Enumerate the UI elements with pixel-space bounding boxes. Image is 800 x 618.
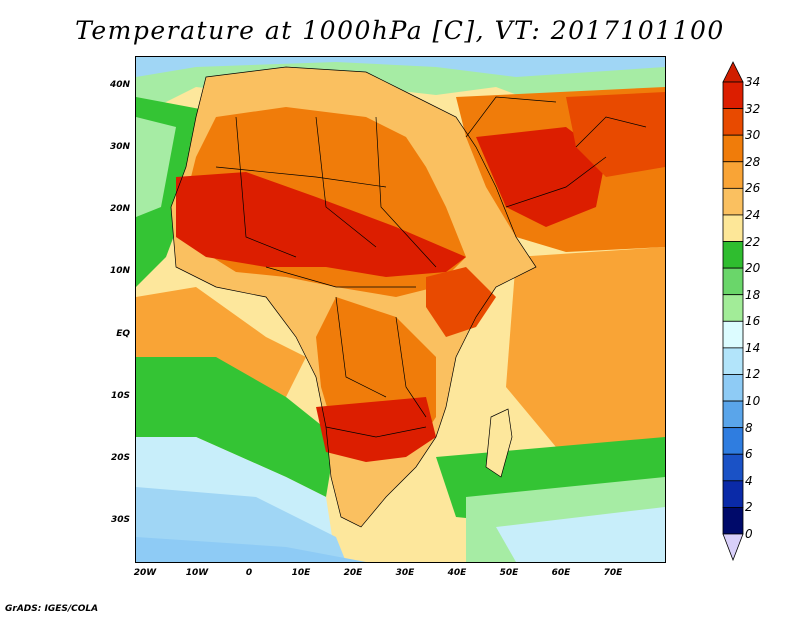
- lon-label-20e: 20E: [343, 568, 363, 578]
- colorbar-segment: [722, 214, 744, 242]
- temperature-map: [136, 57, 665, 562]
- colorbar-label: 0: [745, 527, 753, 541]
- map-title: Temperature at 1000hPa [C], VT: 20171011…: [75, 16, 725, 45]
- lon-label-10e: 10E: [291, 568, 311, 578]
- lat-label-30n: 30N: [109, 142, 130, 152]
- lon-label-60e: 60E: [551, 568, 571, 578]
- colorbar-segment: [722, 374, 744, 402]
- colorbar-segment: [722, 108, 744, 136]
- lon-label-10w: 10W: [185, 568, 209, 578]
- lon-label-30e: 30E: [395, 568, 415, 578]
- colorbar-label: 22: [745, 234, 761, 249]
- lon-label-0: 0: [245, 568, 253, 578]
- colorbar-segment: [722, 400, 744, 429]
- lon-label-70e: 70E: [603, 568, 623, 578]
- colorbar-segment: [722, 187, 744, 216]
- iran-pakistan-hot: [566, 92, 665, 177]
- lon-label-20w: 20W: [133, 568, 157, 578]
- colorbar-label: 24: [745, 207, 761, 222]
- credit-text: GrADS: IGES/COLA: [5, 604, 99, 614]
- colorbar-label: 4: [745, 473, 753, 488]
- sahel-very-hot: [176, 172, 466, 277]
- colorbar-label: 14: [745, 340, 761, 355]
- colorbar-segment: [722, 320, 744, 349]
- colorbar-segment: [722, 507, 744, 535]
- colorbar-segment: [722, 294, 744, 322]
- southern-cool-band: [136, 537, 366, 562]
- colorbar-segment: [722, 241, 744, 269]
- map-panel: [135, 56, 666, 563]
- colorbar-label: 28: [745, 154, 761, 169]
- colorbar-label: 16: [745, 314, 761, 329]
- lon-label-50e: 50E: [499, 568, 519, 578]
- lat-label-20n: 20N: [109, 204, 130, 214]
- lat-label-40n: 40N: [109, 80, 130, 90]
- lat-label-10n: 10N: [109, 266, 130, 276]
- colorbar-label: 6: [745, 447, 753, 462]
- arabian-peninsula-hot: [476, 127, 606, 227]
- country-borders: [170, 66, 647, 528]
- gulf-guinea-warm: [136, 287, 306, 397]
- colorbar-segment: [722, 480, 744, 508]
- colorbar-label: 18: [745, 287, 761, 302]
- colorbar-segment: [722, 134, 744, 163]
- south-atlantic-green: [136, 357, 336, 497]
- lat-label-10s: 10S: [110, 391, 130, 401]
- horn-of-africa-hot: [426, 267, 496, 337]
- colorbar-top-arrow: [722, 61, 744, 83]
- colorbar: [722, 61, 744, 562]
- colorbar-label: 8: [745, 420, 753, 435]
- colorbar-label: 32: [745, 101, 761, 116]
- colorbar-label: 26: [745, 181, 761, 196]
- colorbar-segment: [722, 427, 744, 455]
- colorbar-segment: [722, 453, 744, 482]
- colorbar-label: 2: [745, 500, 753, 515]
- colorbar-segment: [722, 347, 744, 375]
- colorbar-label: 34: [745, 75, 761, 89]
- colorbar-segment: [722, 267, 744, 296]
- madagascar: [485, 408, 513, 478]
- colorbar-bottom-arrow: [722, 533, 744, 562]
- lat-label-30s: 30S: [110, 515, 130, 525]
- lat-label-eq: EQ: [116, 329, 130, 339]
- colorbar-segment: [722, 161, 744, 189]
- lat-label-20s: 20S: [110, 453, 130, 463]
- colorbar-label: 12: [745, 367, 761, 382]
- northern-cool-band: [136, 57, 665, 77]
- indian-ocean-warm: [506, 247, 665, 457]
- colorbar-label: 30: [745, 128, 761, 143]
- southern-africa-hot: [316, 397, 436, 462]
- colorbar-label: 20: [745, 261, 761, 276]
- lon-label-40e: 40E: [447, 568, 467, 578]
- colorbar-segment: [722, 81, 744, 109]
- south-indian-cold: [496, 507, 665, 562]
- atlantic-mild-north: [136, 117, 176, 217]
- colorbar-label: 10: [745, 394, 761, 409]
